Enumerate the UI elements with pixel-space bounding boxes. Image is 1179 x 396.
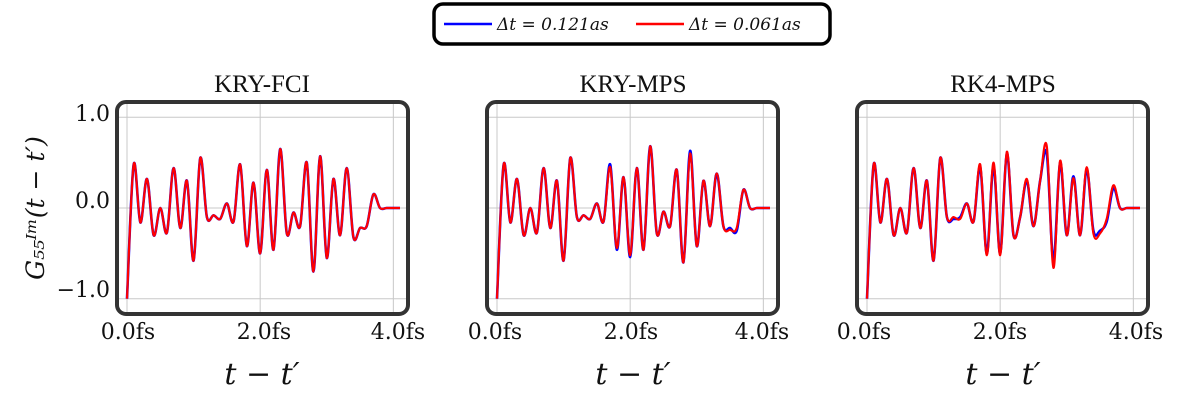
x-axis-label: t − t′ (224, 357, 299, 392)
x-axis-label: t − t′ (965, 357, 1040, 392)
series-line-red (865, 141, 1140, 299)
legend-box (432, 2, 832, 46)
x-tick-label: 4.0fs (1109, 320, 1163, 345)
y-axis-label: G₅₅ᴵᵐ(t − t′) (21, 136, 50, 280)
series-line-red (125, 147, 400, 299)
panel-kry-mps: KRY-MPS 0.0fs 2.0fs 4.0fs t − t′ (468, 71, 789, 392)
series-lines (125, 147, 400, 299)
x-tick-label: 0.0fs (101, 320, 155, 345)
panel-title: RK4-MPS (950, 71, 1056, 98)
plot-frame (855, 100, 1150, 316)
plot-frame (115, 100, 410, 316)
x-tick-label: 0.0fs (837, 320, 891, 345)
x-tick-label: 4.0fs (371, 320, 425, 345)
plot-frame (485, 100, 780, 316)
panel-kry-fci: KRY-FCI 0.0fs 2.0fs 4.0fs t − t′ (101, 71, 425, 392)
y-tick-label: 1.0 (75, 102, 110, 127)
legend-label-red: Δt = 0.061as (688, 15, 801, 35)
panel-rk4-mps: RK4-MPS 0.0fs 2.0fs 4.0fs t − t′ (837, 71, 1163, 392)
panel-title: KRY-MPS (580, 71, 687, 98)
y-tick-label: −1.0 (57, 278, 110, 303)
legend: Δt = 0.121as Δt = 0.061as (432, 2, 832, 46)
gridlines (487, 102, 778, 314)
series-lines (865, 141, 1140, 299)
x-axis-label: t − t′ (595, 357, 670, 392)
series-line-red (495, 145, 770, 299)
x-tick-label: 2.0fs (237, 320, 291, 345)
gridlines (117, 102, 408, 314)
legend-label-blue: Δt = 0.121as (496, 15, 609, 35)
panel-title: KRY-FCI (214, 71, 310, 98)
y-tick-labels: 1.0 0.0 −1.0 (57, 102, 110, 303)
x-tick-label: 0.0fs (468, 320, 522, 345)
x-tick-label: 2.0fs (973, 320, 1027, 345)
x-tick-label: 2.0fs (604, 320, 658, 345)
series-lines (495, 144, 770, 299)
y-tick-label: 0.0 (75, 189, 110, 214)
x-tick-label: 4.0fs (735, 320, 789, 345)
